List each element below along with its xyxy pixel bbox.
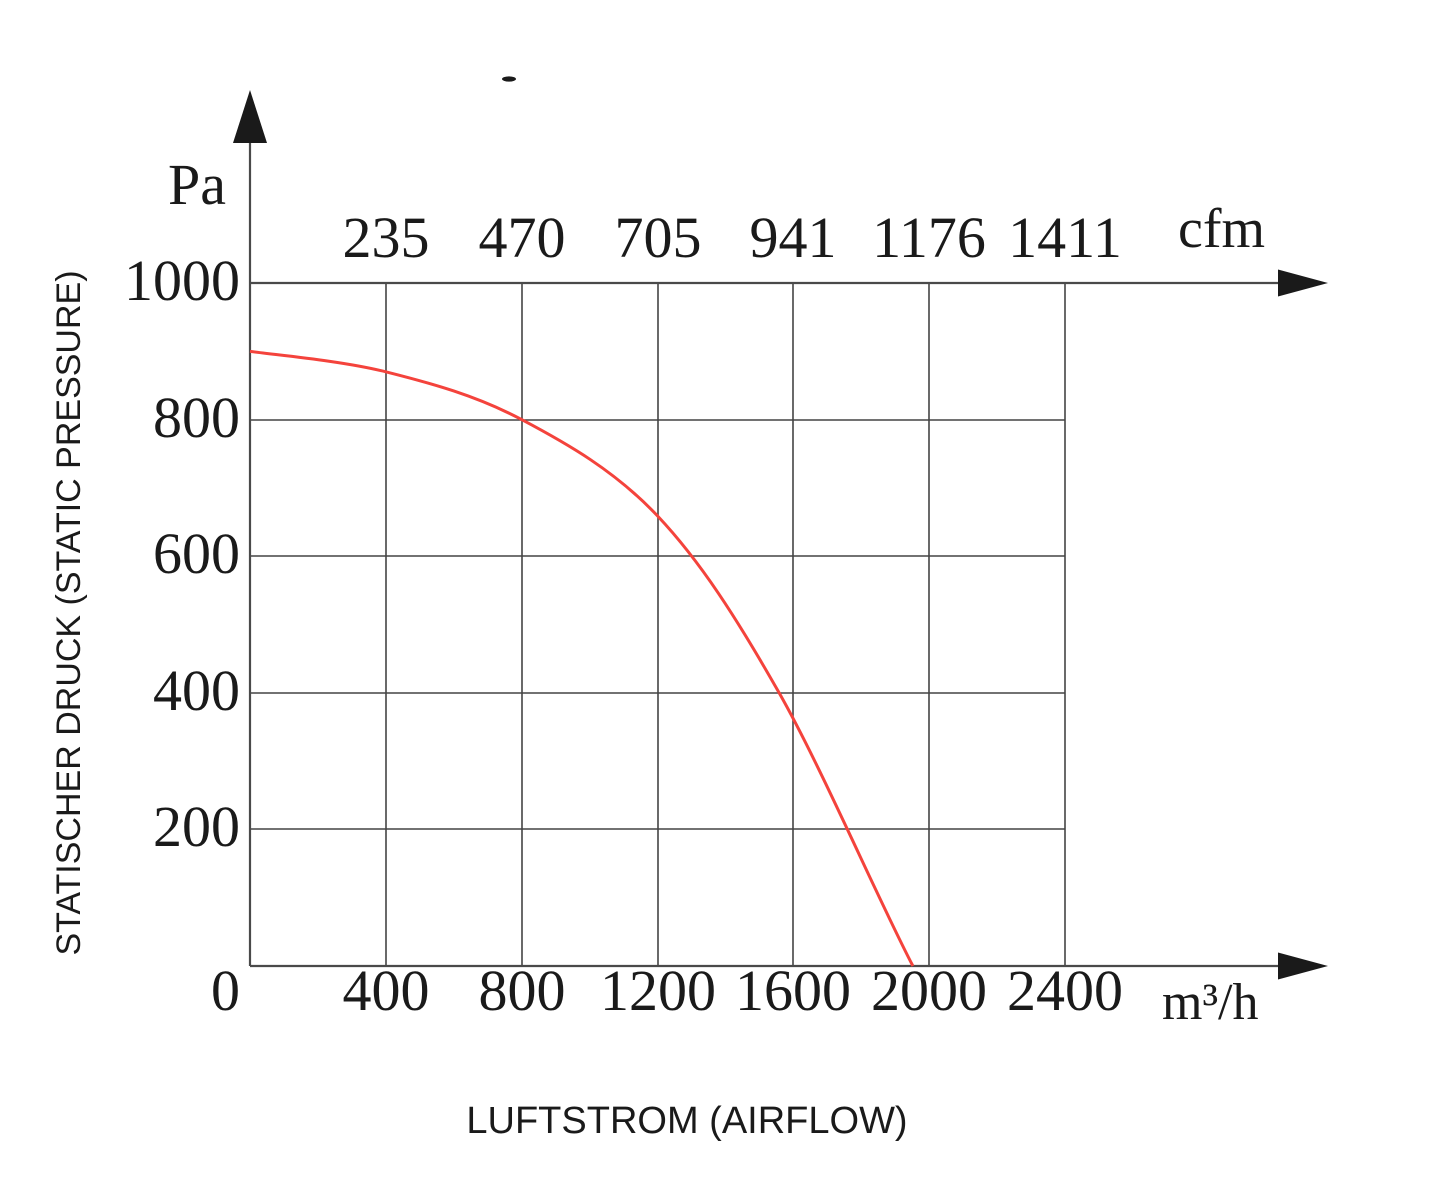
- svg-text:1000: 1000: [124, 248, 240, 313]
- svg-text:LUFTSTROM (AIRFLOW): LUFTSTROM (AIRFLOW): [466, 1100, 907, 1142]
- svg-text:1200: 1200: [600, 958, 716, 1023]
- svg-text:400: 400: [343, 958, 430, 1023]
- svg-text:1176: 1176: [872, 205, 986, 270]
- svg-text:941: 941: [750, 205, 837, 270]
- svg-text:470: 470: [479, 205, 566, 270]
- svg-text:235: 235: [343, 205, 430, 270]
- svg-text:800: 800: [153, 385, 240, 450]
- svg-text:m³/h: m³/h: [1162, 974, 1258, 1031]
- svg-text:0: 0: [211, 958, 240, 1023]
- svg-text:Pa: Pa: [168, 152, 226, 217]
- svg-text:600: 600: [153, 521, 240, 586]
- svg-text:STATISCHER DRUCK (STATIC PRESS: STATISCHER DRUCK (STATIC PRESSURE): [50, 270, 88, 955]
- svg-text:705: 705: [615, 205, 702, 270]
- svg-text:cfm: cfm: [1178, 198, 1265, 260]
- svg-text:2000: 2000: [871, 958, 987, 1023]
- svg-text:200: 200: [153, 794, 240, 859]
- svg-text:800: 800: [479, 958, 566, 1023]
- svg-text:400: 400: [153, 658, 240, 723]
- svg-text:1600: 1600: [735, 958, 851, 1023]
- svg-text:1411: 1411: [1008, 205, 1122, 270]
- svg-text:2400: 2400: [1007, 958, 1123, 1023]
